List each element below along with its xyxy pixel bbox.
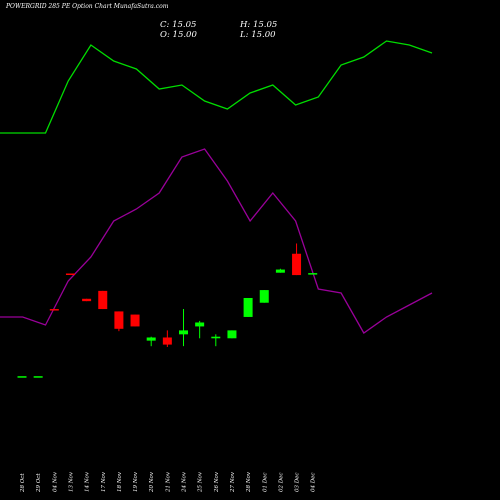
candle-body-0 xyxy=(17,376,27,378)
x-tick-label: 20 Nov xyxy=(149,471,155,493)
green-indicator-line xyxy=(0,40,433,134)
candle-body-9 xyxy=(162,337,172,345)
candle-body-7 xyxy=(130,314,140,327)
x-tick-label: 21 Nov xyxy=(165,471,171,493)
candle-body-18 xyxy=(308,273,318,275)
candle-body-13 xyxy=(227,330,237,339)
x-tick-label: 04 Dec xyxy=(311,473,317,493)
x-tick-label: 03 Dec xyxy=(295,473,301,493)
x-tick-label: 24 Nov xyxy=(182,471,188,493)
candle-body-6 xyxy=(114,311,124,329)
x-tick-label: 01 Dec xyxy=(262,473,268,493)
close-value: C: 15.05 xyxy=(160,20,197,30)
candle-body-2 xyxy=(49,309,59,311)
candle-body-15 xyxy=(259,290,269,303)
x-tick-label: 28 Nov xyxy=(246,471,252,493)
candle-body-16 xyxy=(275,269,285,273)
candle-body-10 xyxy=(179,330,188,335)
candle-body-8 xyxy=(146,337,156,341)
candle-body-14 xyxy=(243,297,253,317)
x-tick-label: 14 Nov xyxy=(85,471,91,492)
x-tick-label: 04 Nov xyxy=(52,471,58,492)
x-tick-label: 28 Oct xyxy=(20,473,26,493)
x-tick-label: 02 Dec xyxy=(278,473,284,493)
candle-body-11 xyxy=(195,322,205,327)
chart-title: POWERGRID 285 PE Option Chart MunafaSutr… xyxy=(6,3,169,10)
candle-body-17 xyxy=(292,253,302,276)
candle-body-4 xyxy=(82,298,92,302)
x-tick-label: 13 Nov xyxy=(68,471,74,492)
x-tick-label: 19 Nov xyxy=(133,471,139,492)
candle-body-5 xyxy=(98,290,108,310)
low-value: L: 15.00 xyxy=(240,30,276,40)
candle-body-12 xyxy=(211,336,221,339)
purple-indicator-line xyxy=(0,148,433,334)
candle-body-3 xyxy=(65,273,75,275)
candle-body-1 xyxy=(33,376,43,378)
high-value: H: 15.05 xyxy=(240,20,278,30)
x-tick-label: 27 Nov xyxy=(230,471,236,493)
x-tick-label: 17 Nov xyxy=(101,471,107,492)
x-tick-label: 26 Nov xyxy=(214,471,220,493)
x-tick-label: 29 Oct xyxy=(36,473,42,493)
x-tick-label: 18 Nov xyxy=(117,471,123,492)
open-value: O: 15.00 xyxy=(160,30,197,40)
x-tick-label: 25 Nov xyxy=(198,471,204,493)
